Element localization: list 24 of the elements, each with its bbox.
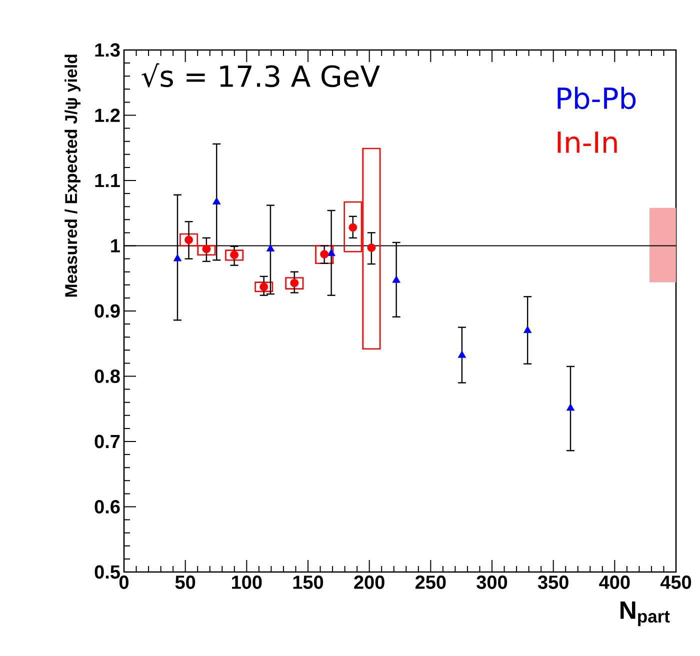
x-axis-title: N$_{part}$ <box>620 602 670 626</box>
x-tick-label: 50 <box>175 576 196 589</box>
y-tick-label: 1.3 <box>95 43 120 57</box>
annotation: √s = 17.3 A GeV <box>142 63 380 88</box>
y-tick-label: 1 <box>111 239 120 252</box>
x-tick-label: 450 <box>660 576 692 589</box>
y-tick-label: 0.9 <box>94 304 120 318</box>
x-tick-label: 400 <box>599 576 630 589</box>
y-tick-label: 0.5 <box>94 565 120 579</box>
x-tick-label: 200 <box>354 576 384 589</box>
x-tick-label: 300 <box>476 576 508 590</box>
y-tick-label: 1.1 <box>95 174 120 188</box>
y-tick-label: 0.8 <box>94 370 120 383</box>
x-tick-label: 350 <box>538 576 568 590</box>
y-tick-label: 0.7 <box>94 434 120 448</box>
y-tick-label: 1.2 <box>95 108 120 122</box>
text: In-In <box>558 132 617 153</box>
x-tick-label: 0 <box>119 576 129 589</box>
text: Pb-Pb <box>558 86 636 110</box>
y-tick-label: 0.6 <box>94 500 120 514</box>
x-tick-label: 100 <box>232 576 262 589</box>
y-axis-title: Measured / Expected J/ψ yield <box>64 54 80 297</box>
x-tick-label: 250 <box>415 576 446 589</box>
x-tick-label: 150 <box>293 576 324 589</box>
